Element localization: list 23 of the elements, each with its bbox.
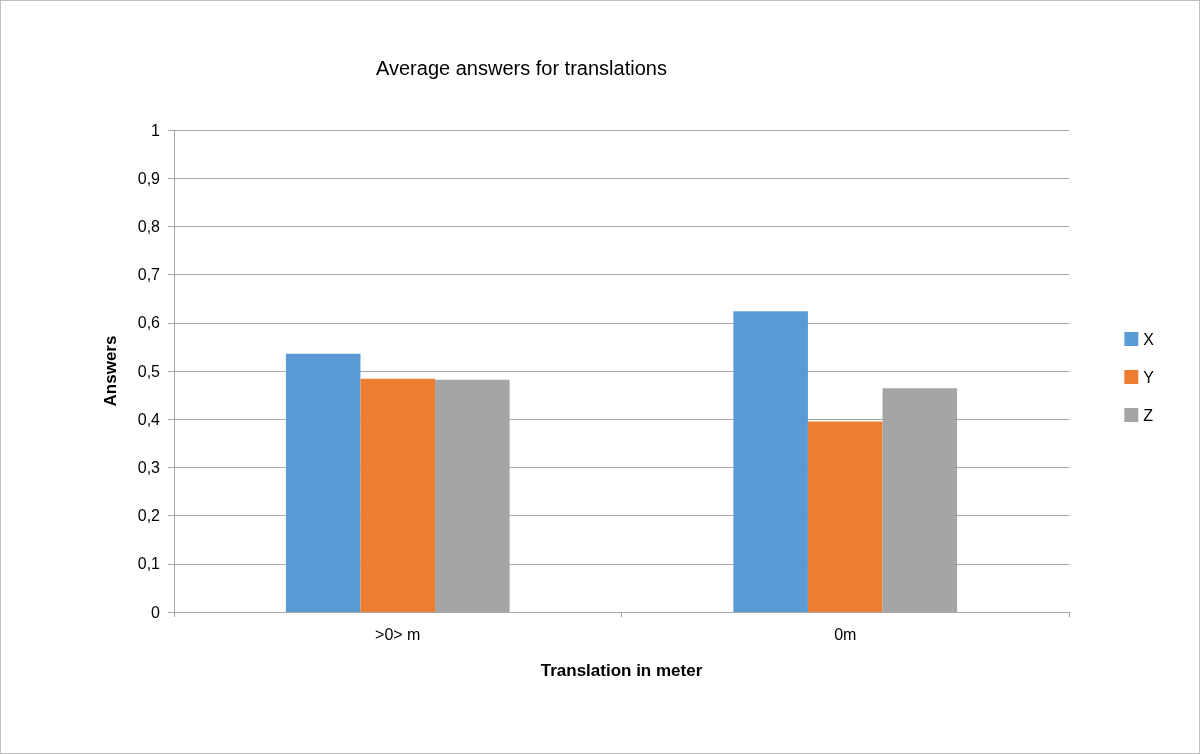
legend-label: Y xyxy=(1143,368,1155,386)
y-tick-label: 0,7 xyxy=(137,266,161,284)
y-tick-label: 0,1 xyxy=(137,555,161,573)
y-tick-label: 0,4 xyxy=(137,410,161,428)
y-tick-label: 0,6 xyxy=(137,314,161,332)
y-tick-label: 0 xyxy=(151,603,161,621)
x-tick-label: 0m xyxy=(834,625,857,643)
y-tick-label: 0,3 xyxy=(137,458,161,476)
bar xyxy=(733,311,808,612)
y-tick-label: 0,9 xyxy=(137,169,161,187)
legend-label: X xyxy=(1143,330,1155,348)
y-axis-title: Answers xyxy=(101,335,120,407)
x-axis-title: Translation in meter xyxy=(540,661,703,680)
y-tick-label: 1 xyxy=(151,121,161,139)
y-tick-label: 0,8 xyxy=(137,217,161,235)
bar xyxy=(285,353,361,612)
legend-label: Z xyxy=(1143,406,1154,424)
chart-title: Average answers for translations xyxy=(376,57,667,79)
y-tick-label: 0,2 xyxy=(137,507,161,525)
x-tick-label: >0> m xyxy=(375,625,421,643)
bar xyxy=(360,378,436,612)
y-tick-label: 0,5 xyxy=(137,362,161,380)
bar xyxy=(807,421,883,612)
